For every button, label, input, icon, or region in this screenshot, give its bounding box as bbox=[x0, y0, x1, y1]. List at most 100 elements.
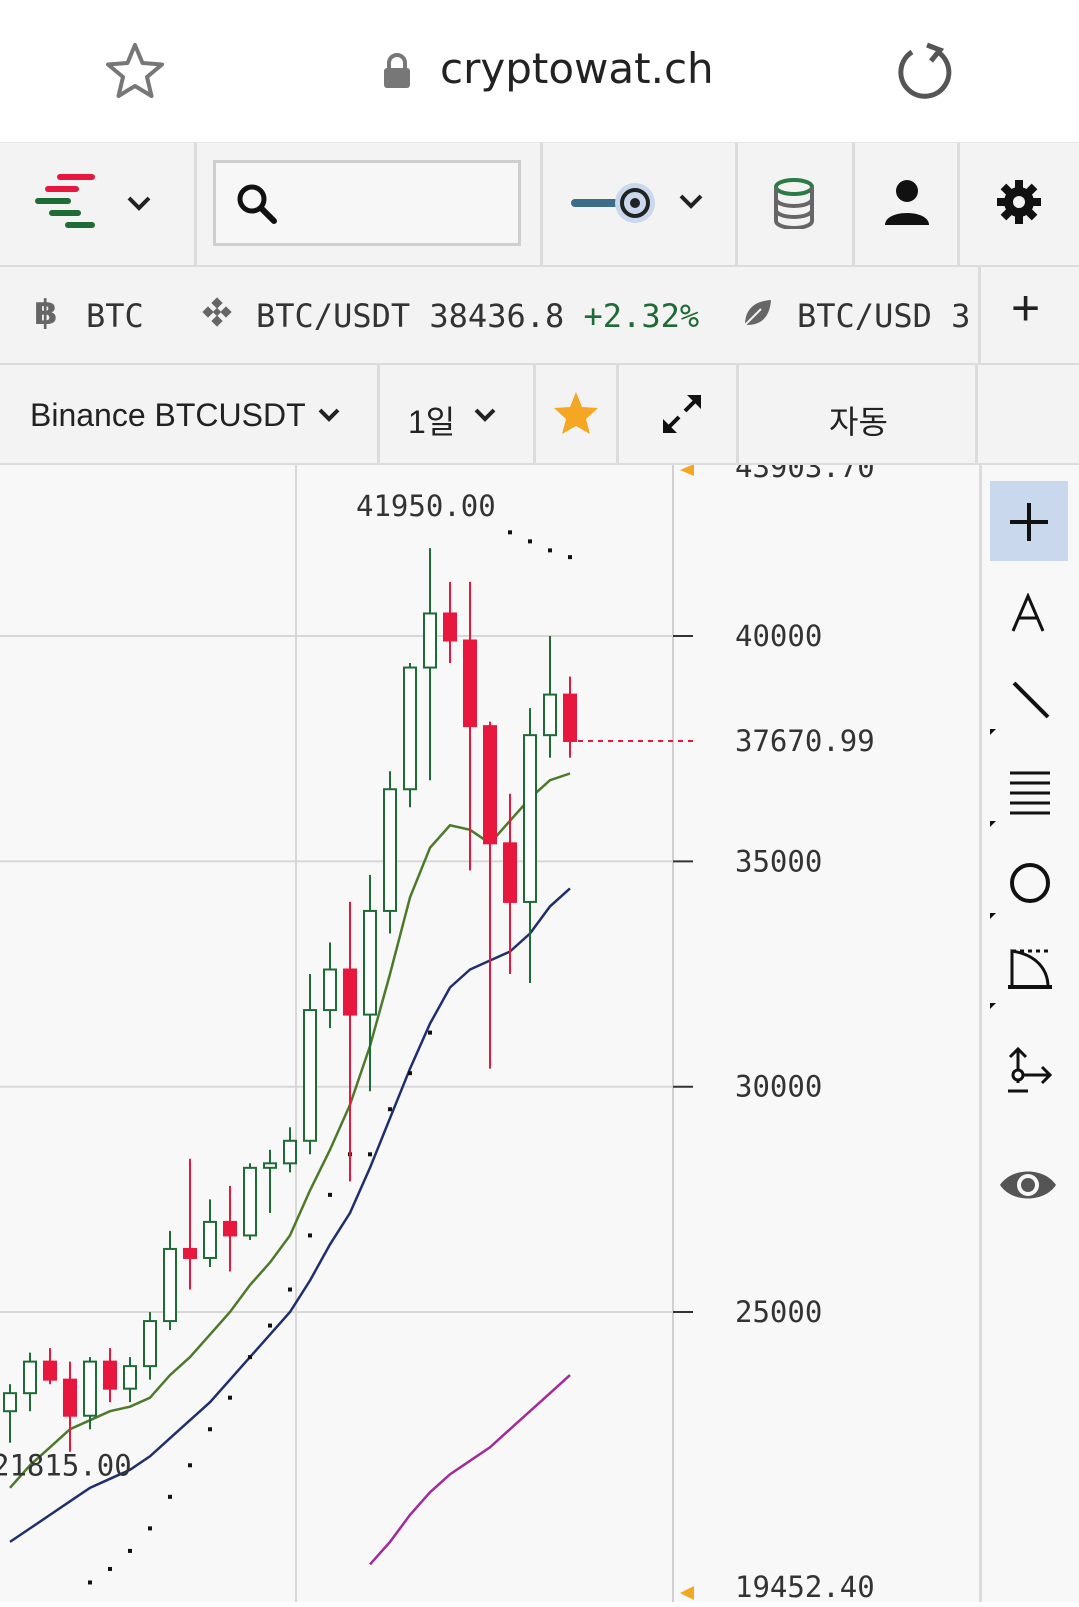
sar-dot bbox=[308, 1233, 312, 1238]
candle bbox=[443, 581, 457, 664]
candle-body bbox=[343, 968, 357, 1016]
star-outline-icon[interactable] bbox=[104, 42, 166, 102]
candle bbox=[423, 548, 437, 781]
measure-tool-button[interactable] bbox=[990, 941, 1068, 1021]
ticker-item-btc[interactable]: ฿ BTC bbox=[0, 267, 170, 363]
candle bbox=[83, 1357, 97, 1430]
candle bbox=[523, 708, 537, 984]
candle bbox=[3, 1384, 17, 1443]
sar-dot bbox=[428, 1030, 432, 1035]
visibility-toggle-button[interactable] bbox=[990, 1145, 1068, 1225]
horizontal-gridlines bbox=[0, 635, 673, 1314]
candle bbox=[103, 1348, 117, 1403]
candle-body bbox=[523, 734, 537, 903]
text-tool-button[interactable] bbox=[990, 573, 1068, 653]
candle-body bbox=[363, 909, 377, 1016]
axis-bottom-label: 19452.40 bbox=[735, 1570, 875, 1602]
ma-fast-line bbox=[9, 772, 571, 1489]
market-select[interactable]: Binance BTCUSDT bbox=[0, 365, 377, 463]
axis-tick-label: 40000 bbox=[735, 619, 822, 653]
eye-icon bbox=[1000, 1171, 1056, 1199]
circle-tool-button[interactable] bbox=[990, 849, 1068, 929]
parabolic-sar bbox=[88, 530, 572, 1585]
candle bbox=[283, 1127, 297, 1173]
candle bbox=[63, 1361, 77, 1452]
candle-body bbox=[43, 1360, 57, 1381]
layout-toggle-button[interactable] bbox=[543, 143, 735, 265]
candles bbox=[3, 548, 577, 1452]
candle bbox=[123, 1357, 137, 1403]
candle-body bbox=[263, 1162, 277, 1169]
chart-area[interactable]: 43903.70 19452.40 40000 35000 30000 25000 3… bbox=[0, 450, 979, 1604]
ticker-symbol: BTC bbox=[86, 297, 144, 335]
candle-body bbox=[503, 842, 517, 903]
candle-body bbox=[23, 1360, 37, 1395]
sar-dot bbox=[548, 548, 552, 553]
price-axis: 43903.70 19452.40 40000 35000 30000 25000 bbox=[673, 450, 875, 1604]
settings-button[interactable] bbox=[960, 143, 1079, 265]
ticker-price: 3 bbox=[951, 297, 971, 335]
high-annotation: 41950.00 bbox=[356, 489, 496, 523]
fib-tool-button[interactable] bbox=[990, 757, 1068, 837]
app-toolbar bbox=[0, 143, 1079, 267]
lock-icon bbox=[384, 53, 410, 88]
fullscreen-button[interactable] bbox=[619, 365, 736, 463]
candle bbox=[383, 771, 397, 934]
chevron-down-icon bbox=[127, 196, 151, 211]
crosshair-tool-button[interactable] bbox=[990, 481, 1068, 561]
portfolio-button[interactable] bbox=[738, 143, 852, 265]
sar-dot bbox=[408, 1071, 412, 1076]
account-button[interactable] bbox=[855, 143, 957, 265]
drawing-toolbar bbox=[979, 465, 1079, 1602]
sar-dot bbox=[148, 1526, 152, 1531]
plus-icon bbox=[1010, 503, 1048, 541]
chevron-down-icon bbox=[318, 408, 340, 422]
sar-dot bbox=[188, 1463, 192, 1468]
candle-body bbox=[323, 968, 337, 1012]
url-text[interactable]: cryptowat.ch bbox=[440, 44, 714, 93]
favorite-button[interactable] bbox=[536, 365, 616, 463]
candle-body bbox=[103, 1360, 117, 1390]
reload-icon[interactable] bbox=[892, 42, 954, 104]
candle bbox=[343, 901, 357, 1182]
ma-slow-line bbox=[369, 1374, 571, 1566]
candle-body bbox=[403, 666, 417, 791]
candle bbox=[223, 1185, 237, 1272]
interval-select[interactable]: 1일 bbox=[380, 365, 533, 463]
search-input[interactable] bbox=[213, 160, 521, 246]
browser-bar: cryptowat.ch bbox=[0, 0, 1079, 143]
binance-icon bbox=[202, 297, 232, 327]
chevron-down-icon bbox=[474, 408, 496, 422]
ticker-pair: BTC/USDT bbox=[256, 297, 411, 335]
coins-icon bbox=[774, 178, 814, 229]
axis-bottom-marker bbox=[680, 1586, 694, 1600]
logo-icon bbox=[35, 174, 95, 228]
axis-tick-label: 35000 bbox=[735, 844, 822, 878]
candle-body bbox=[83, 1360, 97, 1417]
sar-dot bbox=[508, 530, 512, 535]
market-label: Binance BTCUSDT bbox=[30, 397, 306, 433]
ticker-item-btcusd[interactable]: BTC/USD 3 bbox=[735, 267, 980, 363]
cursor-tool-button[interactable] bbox=[990, 1033, 1068, 1113]
ma-mid-line bbox=[9, 887, 571, 1543]
ticker-add-button[interactable]: + bbox=[978, 267, 1079, 363]
horizontal-lines-icon bbox=[990, 771, 1050, 827]
sar-dot bbox=[88, 1580, 92, 1585]
ticker-item-btcusdt[interactable]: BTC/USDT 38436.8 +2.32% bbox=[190, 267, 730, 363]
logo-menu-button[interactable] bbox=[0, 143, 194, 265]
candle bbox=[503, 793, 517, 975]
gear-icon bbox=[997, 180, 1041, 224]
candle-body bbox=[63, 1378, 77, 1417]
ticker-change: +2.32% bbox=[583, 297, 700, 335]
auto-scale-button[interactable]: 자동 bbox=[739, 365, 975, 463]
candle-body bbox=[243, 1166, 257, 1237]
sar-dot bbox=[328, 1192, 332, 1197]
candle bbox=[463, 581, 477, 871]
sar-dot bbox=[128, 1548, 132, 1553]
candle bbox=[263, 1149, 277, 1213]
sar-dot bbox=[268, 1323, 272, 1328]
price-chart[interactable]: 43903.70 19452.40 40000 35000 30000 25000 3… bbox=[0, 450, 979, 1604]
line-tool-button[interactable] bbox=[990, 665, 1068, 745]
sar-dot bbox=[208, 1427, 212, 1432]
candle bbox=[403, 663, 417, 808]
